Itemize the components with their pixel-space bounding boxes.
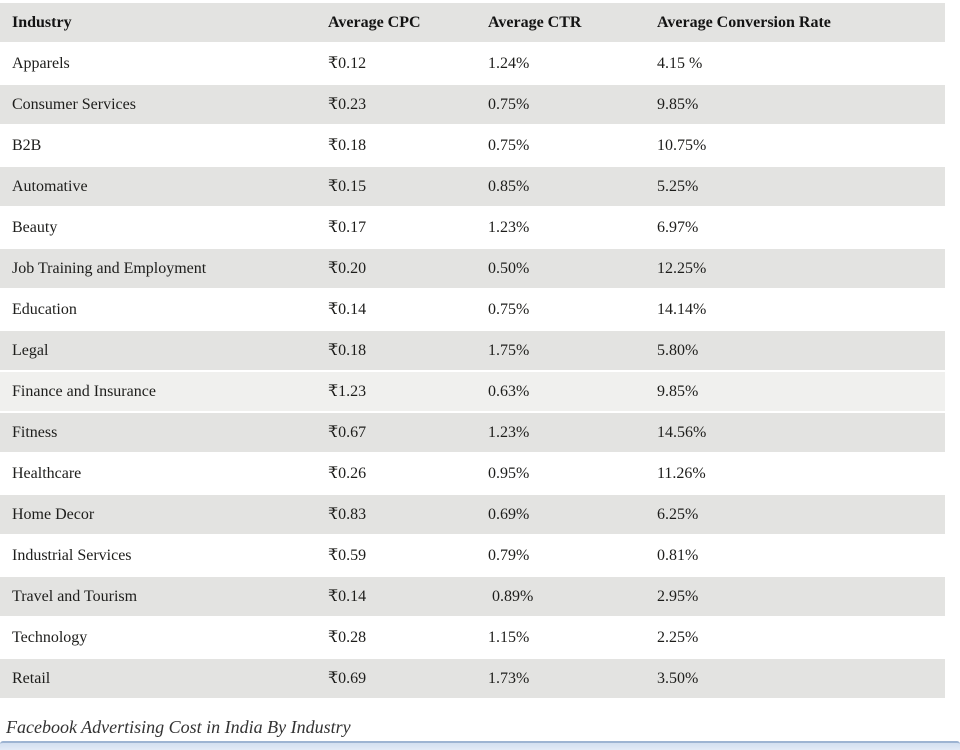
- average-cpc-cell: ₹0.17: [328, 208, 488, 249]
- average-ctr-cell: 1.75%: [488, 331, 657, 372]
- average-conversion-rate-cell: 0.81%: [657, 536, 945, 577]
- average-conversion-rate-cell: 4.15 %: [657, 44, 945, 85]
- average-conversion-rate-cell: 6.25%: [657, 495, 945, 536]
- table-row: Fitness ₹0.67 1.23% 14.56%: [0, 413, 945, 454]
- average-cpc-cell: ₹0.59: [328, 536, 488, 577]
- average-ctr-cell: 0.75%: [488, 126, 657, 167]
- average-ctr-cell: 0.79%: [488, 536, 657, 577]
- industry-cell: Apparels: [0, 44, 328, 85]
- table-header-row: Industry Average CPC Average CTR Average…: [0, 3, 945, 44]
- average-ctr-cell: 1.23%: [488, 208, 657, 249]
- average-cpc-cell: ₹0.67: [328, 413, 488, 454]
- average-conversion-rate-cell: 10.75%: [657, 126, 945, 167]
- average-conversion-rate-cell: 14.56%: [657, 413, 945, 454]
- table-row: Apparels ₹0.12 1.24% 4.15 %: [0, 44, 945, 85]
- table-row: Retail ₹0.69 1.73% 3.50%: [0, 659, 945, 700]
- table-caption: Facebook Advertising Cost in India By In…: [6, 717, 351, 737]
- industry-cell: Legal: [0, 331, 328, 372]
- table-row: Technology ₹0.28 1.15% 2.25%: [0, 618, 945, 659]
- industry-cell: Job Training and Employment: [0, 249, 328, 290]
- average-conversion-rate-cell: 14.14%: [657, 290, 945, 331]
- table-row: B2B ₹0.18 0.75% 10.75%: [0, 126, 945, 167]
- table-row: Industrial Services ₹0.59 0.79% 0.81%: [0, 536, 945, 577]
- average-ctr-cell: 0.63%: [488, 372, 657, 413]
- average-ctr-cell: 0.85%: [488, 167, 657, 208]
- average-ctr-cell: 1.24%: [488, 44, 657, 85]
- average-cpc-cell: ₹0.83: [328, 495, 488, 536]
- average-ctr-cell: 0.69%: [488, 495, 657, 536]
- average-conversion-rate-cell: 9.85%: [657, 85, 945, 126]
- table-row: Healthcare ₹0.26 0.95% 11.26%: [0, 454, 945, 495]
- industry-cell: Consumer Services: [0, 85, 328, 126]
- table-row: Consumer Services ₹0.23 0.75% 9.85%: [0, 85, 945, 126]
- average-conversion-rate-cell: 3.50%: [657, 659, 945, 700]
- average-ctr-cell: 1.15%: [488, 618, 657, 659]
- average-conversion-rate-cell: 5.80%: [657, 331, 945, 372]
- industry-cell: Travel and Tourism: [0, 577, 328, 618]
- average-cpc-cell: ₹0.12: [328, 44, 488, 85]
- average-cpc-cell: ₹0.69: [328, 659, 488, 700]
- table-row: Travel and Tourism ₹0.14 0.89% 2.95%: [0, 577, 945, 618]
- horizontal-scrollbar[interactable]: [0, 741, 960, 750]
- column-header-average-cpc: Average CPC: [328, 3, 488, 44]
- average-ctr-cell: 0.50%: [488, 249, 657, 290]
- industry-cell: Beauty: [0, 208, 328, 249]
- industry-cell: Finance and Insurance: [0, 372, 328, 413]
- average-conversion-rate-cell: 11.26%: [657, 454, 945, 495]
- industry-cell: Industrial Services: [0, 536, 328, 577]
- average-conversion-rate-cell: 5.25%: [657, 167, 945, 208]
- industry-cell: Healthcare: [0, 454, 328, 495]
- table-row: Education ₹0.14 0.75% 14.14%: [0, 290, 945, 331]
- industry-cell: Automative: [0, 167, 328, 208]
- industry-cell: B2B: [0, 126, 328, 167]
- table-row: Legal ₹0.18 1.75% 5.80%: [0, 331, 945, 372]
- industry-cell: Home Decor: [0, 495, 328, 536]
- column-header-industry: Industry: [0, 3, 328, 44]
- average-ctr-cell: 0.89%: [488, 577, 657, 618]
- average-ctr-cell: 0.75%: [488, 290, 657, 331]
- table-body: Apparels ₹0.12 1.24% 4.15 % Consumer Service…: [0, 44, 945, 700]
- average-cpc-cell: ₹0.20: [328, 249, 488, 290]
- average-cpc-cell: ₹0.23: [328, 85, 488, 126]
- column-header-average-conversion-rate: Average Conversion Rate: [657, 3, 945, 44]
- industry-cell: Technology: [0, 618, 328, 659]
- average-cpc-cell: ₹1.23: [328, 372, 488, 413]
- industry-cost-table: Industry Average CPC Average CTR Average…: [0, 3, 945, 700]
- average-cpc-cell: ₹0.14: [328, 290, 488, 331]
- average-conversion-rate-cell: 9.85%: [657, 372, 945, 413]
- average-cpc-cell: ₹0.18: [328, 331, 488, 372]
- average-conversion-rate-cell: 12.25%: [657, 249, 945, 290]
- column-header-average-ctr: Average CTR: [488, 3, 657, 44]
- table-row: Home Decor ₹0.83 0.69% 6.25%: [0, 495, 945, 536]
- average-ctr-cell: 0.95%: [488, 454, 657, 495]
- average-conversion-rate-cell: 6.97%: [657, 208, 945, 249]
- average-ctr-cell: 1.23%: [488, 413, 657, 454]
- industry-cell: Fitness: [0, 413, 328, 454]
- average-cpc-cell: ₹0.28: [328, 618, 488, 659]
- average-cpc-cell: ₹0.26: [328, 454, 488, 495]
- industry-cell: Retail: [0, 659, 328, 700]
- average-conversion-rate-cell: 2.95%: [657, 577, 945, 618]
- caption-container: Facebook Advertising Cost in India By In…: [0, 700, 960, 750]
- average-cpc-cell: ₹0.15: [328, 167, 488, 208]
- average-cpc-cell: ₹0.14: [328, 577, 488, 618]
- table-row: Finance and Insurance ₹1.23 0.63% 9.85%: [0, 372, 945, 413]
- average-ctr-cell: 1.73%: [488, 659, 657, 700]
- industry-cell: Education: [0, 290, 328, 331]
- average-cpc-cell: ₹0.18: [328, 126, 488, 167]
- average-conversion-rate-cell: 2.25%: [657, 618, 945, 659]
- average-ctr-cell: 0.75%: [488, 85, 657, 126]
- table-row: Automative ₹0.15 0.85% 5.25%: [0, 167, 945, 208]
- table-row: Beauty ₹0.17 1.23% 6.97%: [0, 208, 945, 249]
- table-row: Job Training and Employment ₹0.20 0.50% 12.…: [0, 249, 945, 290]
